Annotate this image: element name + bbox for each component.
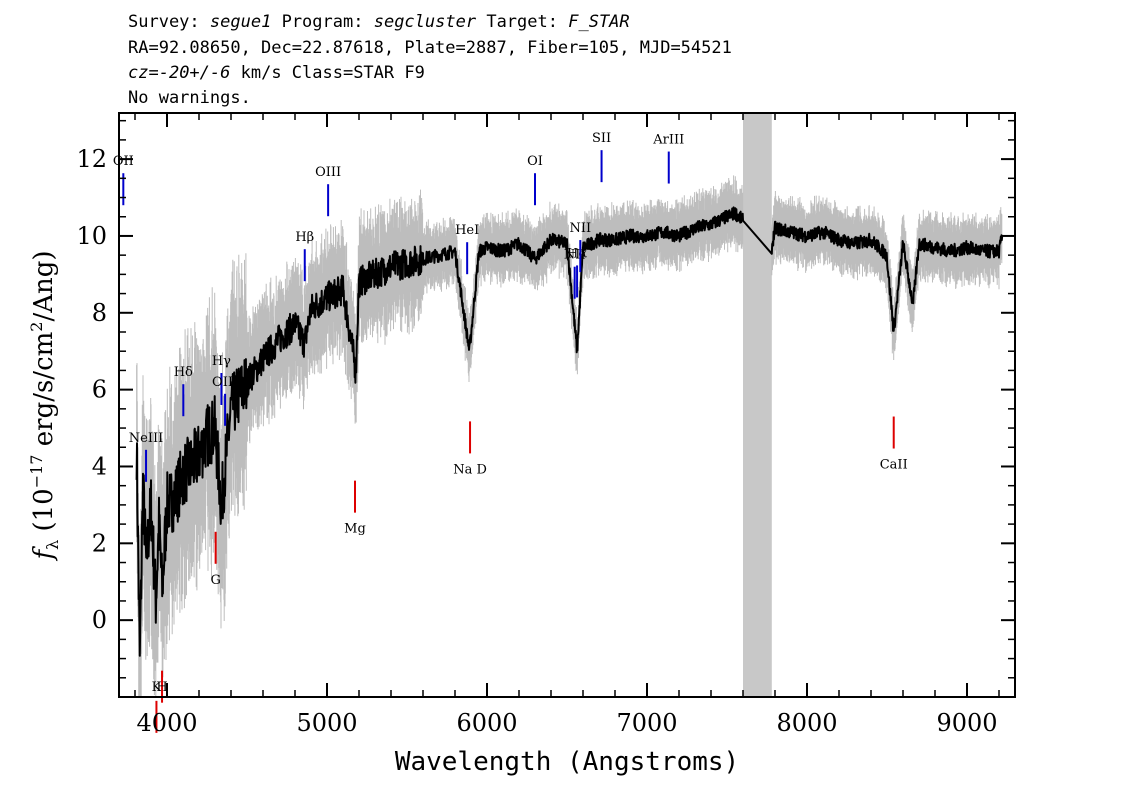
y-tick-label: 12 — [76, 145, 107, 173]
svg-text:fλ (10−17 erg/s/cm2/Ang): fλ (10−17 erg/s/cm2/Ang) — [27, 250, 62, 561]
x-tick-label: 8000 — [776, 709, 837, 737]
x-tick-label: 5000 — [296, 709, 357, 737]
absorption-line-label: K — [152, 680, 162, 695]
emission-line-label: ArIII — [652, 133, 684, 148]
emission-line-label: Hβ — [295, 230, 314, 245]
flux-series-line — [135, 206, 1004, 657]
plot-frame — [118, 112, 1016, 698]
emission-line-label: OIII — [315, 165, 341, 180]
emission-line-label: OII — [113, 154, 134, 169]
absorption-line-label: Mg — [344, 522, 366, 537]
emission-line-label: Hγ — [212, 354, 231, 369]
y-tick-label: 10 — [76, 222, 107, 250]
emission-line-label: HeI — [455, 223, 479, 238]
emission-line-label: Hα — [567, 246, 587, 261]
x-tick-label: 7000 — [616, 709, 677, 737]
header-line-4: No warnings. — [128, 88, 251, 108]
y-tick-label: 6 — [92, 376, 107, 404]
absorption-line-label: Na D — [453, 462, 487, 477]
y-tick-label: 2 — [92, 529, 107, 557]
absorption-line-label: G — [210, 573, 220, 588]
masked-region — [743, 113, 772, 697]
header-line-3: cz=-20+/-6 km/s Class=STAR F9 — [128, 63, 425, 83]
header-line-1: Survey: segue1 Program: segcluster Targe… — [128, 12, 630, 32]
y-tick-label: 8 — [92, 299, 107, 327]
emission-line-label: SII — [592, 131, 611, 146]
absorption-line-label: CaII — [880, 458, 908, 473]
emission-line-label: OIII — [212, 375, 238, 390]
emission-line-label: OI — [527, 154, 543, 169]
y-tick-label: 0 — [92, 606, 107, 634]
x-tick-label: 6000 — [456, 709, 517, 737]
y-tick-label: 4 — [92, 452, 107, 480]
y-axis-label: fλ (10−17 erg/s/cm2/Ang) — [27, 250, 62, 561]
emission-line-label: NeIII — [129, 431, 163, 446]
emission-line-label: Hδ — [174, 365, 193, 380]
emission-line-label: NII — [569, 221, 591, 236]
x-tick-label: 9000 — [936, 709, 997, 737]
x-tick-label: 4000 — [136, 709, 197, 737]
x-axis-label: Wavelength (Angstroms) — [395, 747, 739, 777]
absorption-line-label: H — [156, 680, 167, 695]
header-line-2: RA=92.08650, Dec=22.87618, Plate=2887, F… — [128, 38, 732, 58]
